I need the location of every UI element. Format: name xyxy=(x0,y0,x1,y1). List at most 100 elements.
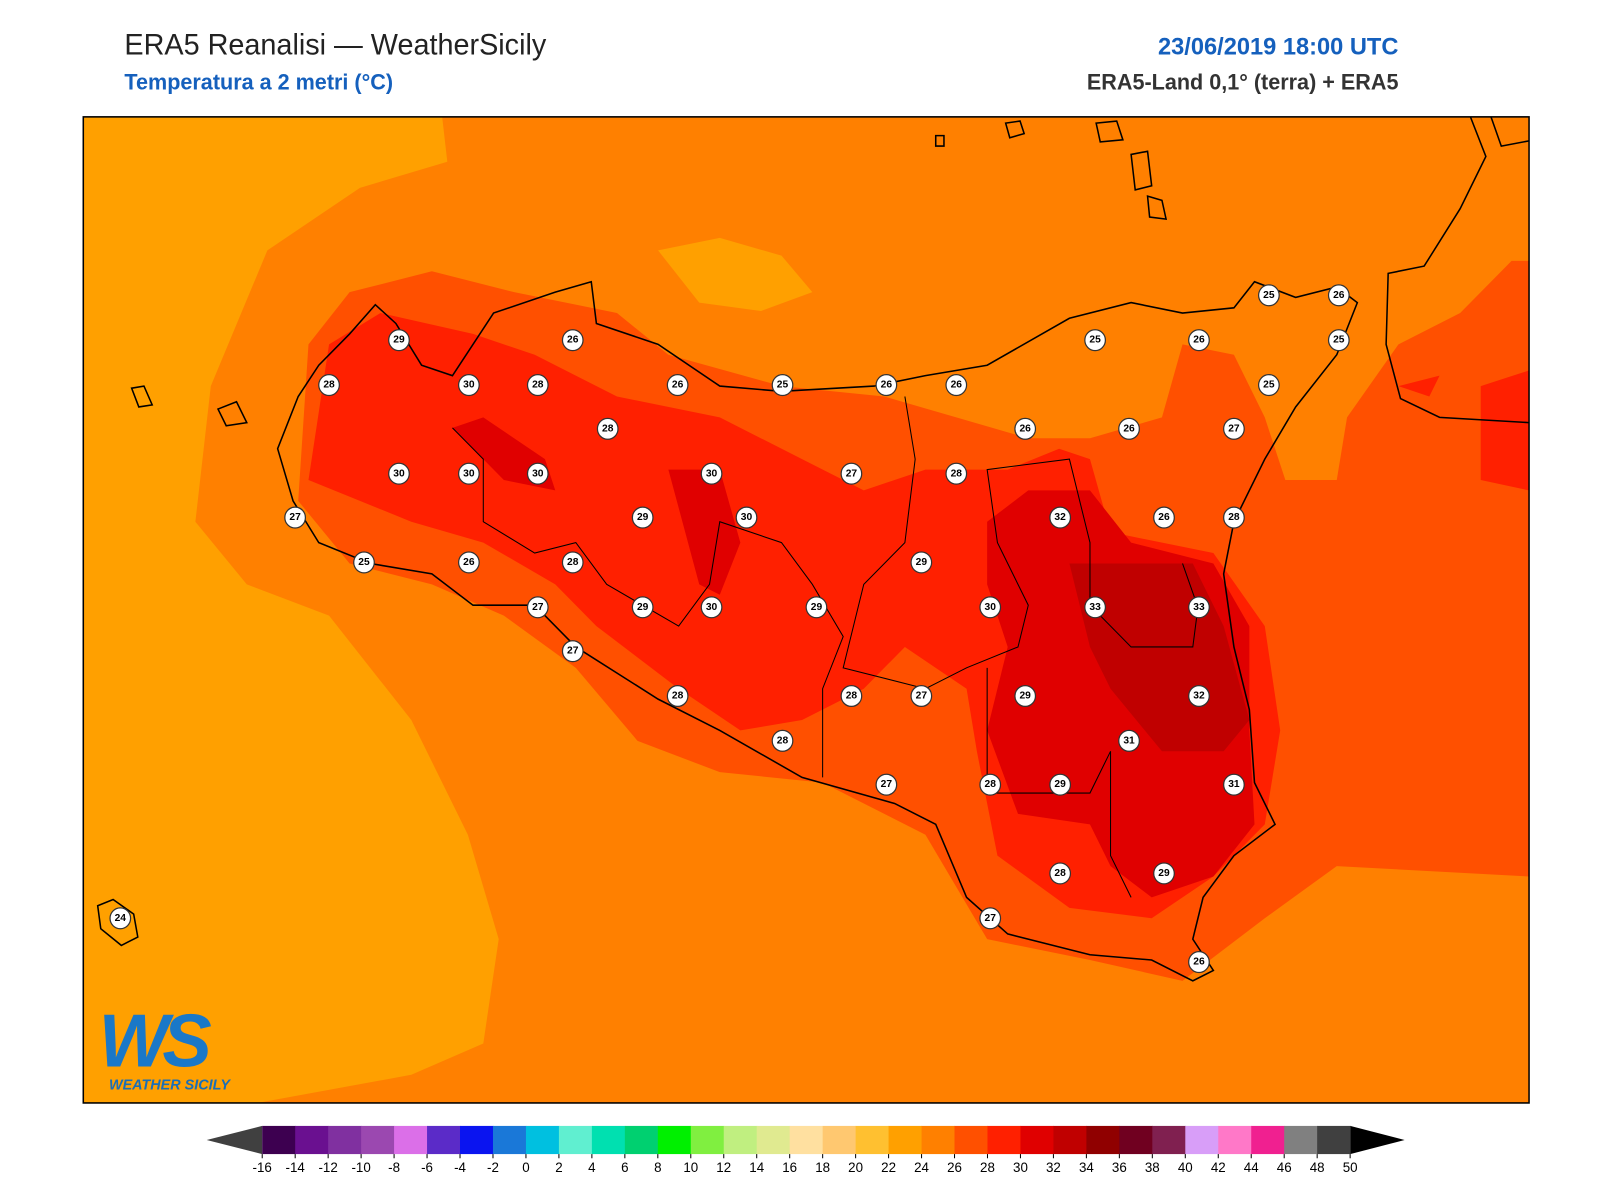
colorbar-box xyxy=(1251,1125,1285,1155)
station-value: 28 xyxy=(1228,512,1240,523)
colorbar-box xyxy=(624,1125,659,1155)
station-marker xyxy=(1118,729,1140,752)
colorbar-box xyxy=(394,1125,428,1155)
colorbar-label: 28 xyxy=(980,1160,995,1175)
temperature-band xyxy=(658,237,813,311)
colorbar-over xyxy=(1350,1125,1405,1155)
station-value: 30 xyxy=(393,468,405,479)
colorbar-box xyxy=(591,1125,626,1155)
station-marker xyxy=(945,373,968,397)
colorbar-label: 8 xyxy=(654,1160,661,1175)
station-marker xyxy=(910,551,933,574)
station-value: 29 xyxy=(1019,690,1031,701)
station-marker xyxy=(840,684,863,708)
coastlines xyxy=(96,116,1530,982)
station-marker xyxy=(1049,862,1072,885)
station-marker xyxy=(700,462,723,485)
colorbar-label: -14 xyxy=(286,1160,306,1175)
station-marker xyxy=(561,640,584,663)
station-value: 27 xyxy=(532,602,544,613)
temperature-band xyxy=(1398,370,1530,491)
islands xyxy=(96,120,1168,947)
colorbar-box xyxy=(789,1125,824,1155)
station-marker xyxy=(457,373,480,397)
station-value: 29 xyxy=(393,335,405,346)
colorbar-label: 30 xyxy=(1013,1160,1028,1175)
colorbar-box xyxy=(295,1125,329,1155)
colorbar-label: 14 xyxy=(749,1160,764,1175)
station-marker xyxy=(457,462,480,485)
colorbar-label: -2 xyxy=(487,1160,499,1175)
station-value: 28 xyxy=(323,380,335,391)
station-marker xyxy=(1257,373,1280,397)
station-value: 30 xyxy=(706,602,718,613)
station-marker xyxy=(631,506,654,529)
station-value: 30 xyxy=(706,468,718,479)
colorbar-label: 10 xyxy=(683,1160,698,1175)
station-value: 29 xyxy=(916,557,928,568)
colorbar-label: 4 xyxy=(588,1160,596,1175)
station-marker xyxy=(1223,506,1245,529)
station-value: 29 xyxy=(637,602,649,613)
station-value: 26 xyxy=(1019,423,1031,434)
colorbar-label: 12 xyxy=(716,1160,731,1175)
station-marker xyxy=(1118,417,1140,440)
station-marker xyxy=(840,462,863,485)
station-marker xyxy=(596,417,619,440)
station-marker xyxy=(1084,596,1107,619)
station-value: 33 xyxy=(1089,602,1101,613)
station-value: 30 xyxy=(985,602,997,613)
colorbar-box xyxy=(460,1125,494,1155)
calabria-coast xyxy=(1385,116,1530,424)
station-value: 32 xyxy=(1193,690,1205,701)
station-value: 26 xyxy=(567,335,579,346)
station-value: 26 xyxy=(881,380,893,391)
station-marker xyxy=(561,551,584,574)
colorbar-box xyxy=(262,1125,296,1155)
colorbar-box xyxy=(855,1125,890,1155)
station-value: 27 xyxy=(881,779,893,790)
station-marker xyxy=(666,373,689,397)
colorbar-label: 16 xyxy=(782,1160,797,1175)
station-marker xyxy=(700,596,723,619)
station-marker xyxy=(1049,506,1072,529)
station-marker xyxy=(457,551,480,574)
station-value: 28 xyxy=(532,380,544,391)
colorbar-label: -16 xyxy=(253,1160,272,1175)
station-marker xyxy=(945,462,968,485)
station-marker xyxy=(1223,773,1245,796)
station-marker xyxy=(979,773,1002,796)
station-value: 27 xyxy=(916,690,928,701)
map-frame xyxy=(82,116,1530,1104)
station-value: 27 xyxy=(985,913,997,924)
station-value: 25 xyxy=(1089,335,1101,346)
station-value: 30 xyxy=(741,512,753,523)
station-value: 26 xyxy=(463,557,475,568)
colorbar-label: 2 xyxy=(555,1160,562,1175)
station-value: 27 xyxy=(1228,423,1240,434)
station-value: 28 xyxy=(846,690,858,701)
colorbar-box xyxy=(756,1125,791,1155)
colorbar-box xyxy=(657,1125,692,1155)
station-value: 26 xyxy=(672,380,684,391)
colorbar-label: 32 xyxy=(1046,1160,1061,1175)
colorbar-box xyxy=(1317,1125,1351,1155)
station-marker xyxy=(666,684,689,708)
colorbar-label: 18 xyxy=(815,1160,830,1175)
colorbar-label: -6 xyxy=(421,1160,433,1175)
colorbar-box xyxy=(1185,1125,1219,1155)
colorbar-box xyxy=(1086,1125,1120,1155)
station-value: 31 xyxy=(1123,735,1135,746)
logo-mark: WS xyxy=(99,998,211,1083)
colorbar-box xyxy=(525,1125,560,1155)
colorbar-label: -12 xyxy=(318,1160,337,1175)
station-marker xyxy=(109,907,132,930)
colorbar-box xyxy=(954,1125,989,1155)
station-value: 28 xyxy=(672,690,684,701)
colorbar-box xyxy=(987,1125,1021,1155)
colorbar-label: 48 xyxy=(1310,1160,1325,1175)
station-value: 24 xyxy=(115,913,127,924)
colorbar-box xyxy=(427,1125,461,1155)
